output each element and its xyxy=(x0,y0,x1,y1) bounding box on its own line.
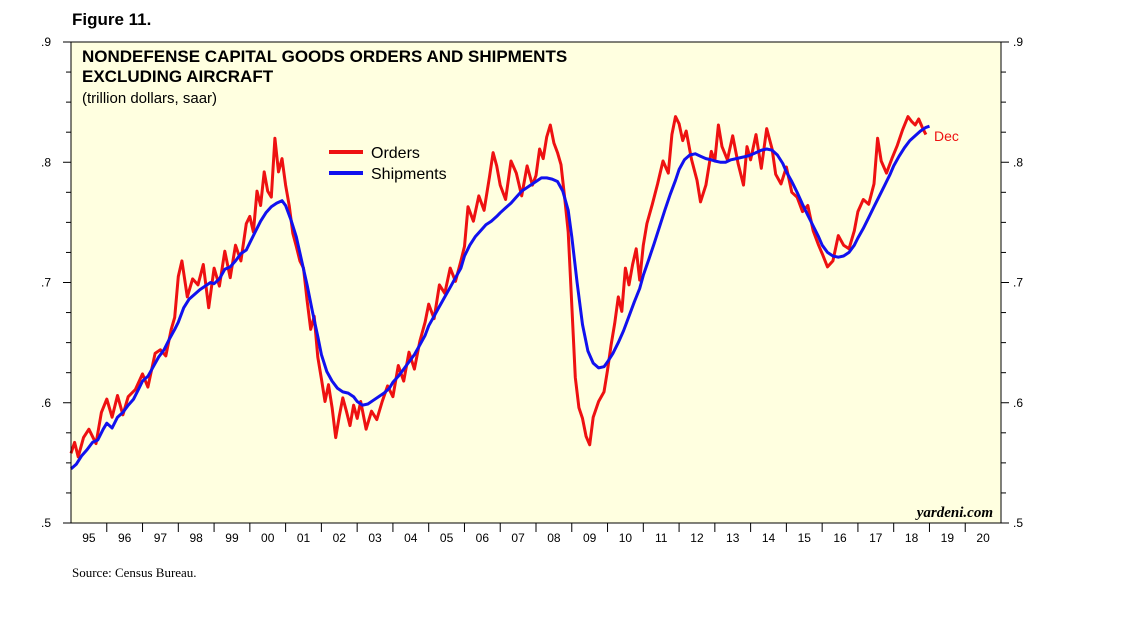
y-tick-label-right: .5 xyxy=(1013,516,1023,530)
y-tick-label-left: .7 xyxy=(41,276,51,290)
x-tick-label: 03 xyxy=(368,531,382,545)
x-tick-label: 13 xyxy=(726,531,740,545)
x-tick-label: 05 xyxy=(440,531,454,545)
x-tick-label: 10 xyxy=(619,531,633,545)
x-tick-label: 15 xyxy=(798,531,812,545)
plot-border xyxy=(70,41,1002,524)
x-tick-label: 19 xyxy=(941,531,955,545)
y-tick-label-left: .9 xyxy=(41,35,51,49)
y-tick-label-right: .7 xyxy=(1013,276,1023,290)
x-tick-label: 95 xyxy=(82,531,96,545)
x-tick-label: 09 xyxy=(583,531,597,545)
series-layer xyxy=(69,115,930,471)
x-tick-label: 06 xyxy=(476,531,490,545)
watermark: yardeni.com xyxy=(915,505,993,521)
y-axis-right: .5 .6 .7 .8 .9 xyxy=(1001,35,1023,530)
y-tick-label-right: .6 xyxy=(1013,396,1023,410)
x-tick-label: 96 xyxy=(118,531,132,545)
chart-subtitle: (trillion dollars, saar) xyxy=(82,90,217,107)
x-tick-label: 14 xyxy=(762,531,776,545)
plot-background xyxy=(71,42,1001,523)
x-tick-label: 97 xyxy=(154,531,168,545)
shipments-line xyxy=(70,124,930,471)
y-tick-label-right: .8 xyxy=(1013,155,1023,169)
x-tick-label: 00 xyxy=(261,531,275,545)
x-tick-label: 08 xyxy=(547,531,561,545)
x-tick-label: 99 xyxy=(225,531,239,545)
x-tick-label: 20 xyxy=(976,531,990,545)
x-tick-label: 16 xyxy=(833,531,847,545)
y-tick-label-left: .8 xyxy=(41,155,51,169)
x-axis: 95 96 97 98 99 00 01 02 03 04 05 06 07 08 09 10 11 12 13 14… xyxy=(82,523,990,545)
x-tick-label: 04 xyxy=(404,531,418,545)
x-tick-label: 11 xyxy=(655,531,668,545)
x-tick-label: 98 xyxy=(190,531,204,545)
y-tick-label-left: .6 xyxy=(41,396,51,410)
chart-title-line-2: EXCLUDING AIRCRAFT xyxy=(82,67,274,86)
x-tick-label: 07 xyxy=(511,531,525,545)
figure-label: Figure 11. xyxy=(72,10,152,29)
x-tick-label: 02 xyxy=(333,531,347,545)
y-axis-left: .5 .6 .7 .8 .9 xyxy=(41,35,71,530)
source-note: Source: Census Bureau. xyxy=(72,565,197,580)
legend-orders-label: Orders xyxy=(371,145,420,162)
chart-title-line-1: NONDEFENSE CAPITAL GOODS ORDERS AND SHIP… xyxy=(82,47,567,66)
x-tick-label: 01 xyxy=(297,531,311,545)
legend: Orders Shipments xyxy=(329,145,447,183)
orders-line xyxy=(69,115,928,459)
x-tick-label: 12 xyxy=(690,531,704,545)
y-tick-label-right: .9 xyxy=(1013,35,1023,49)
x-tick-label: 18 xyxy=(905,531,919,545)
y-tick-label-left: .5 xyxy=(41,516,51,530)
dec-annotation: Dec xyxy=(934,128,959,144)
x-tick-label: 17 xyxy=(869,531,883,545)
legend-shipments-label: Shipments xyxy=(371,166,447,183)
